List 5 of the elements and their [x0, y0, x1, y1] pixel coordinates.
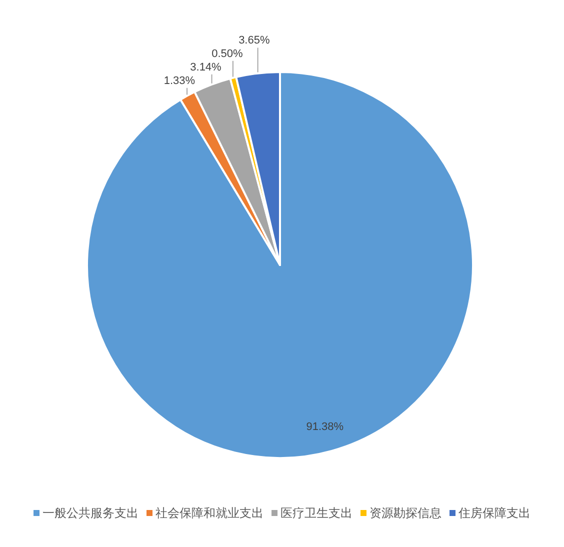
legend-label: 住房保障支出: [458, 506, 530, 520]
legend-label: 社会保障和就业支出: [156, 506, 264, 520]
legend-label: 医疗卫生支出: [280, 506, 352, 520]
legend-label: 资源勘探信息: [370, 506, 442, 520]
legend-label: 一般公共服务支出: [42, 506, 138, 520]
